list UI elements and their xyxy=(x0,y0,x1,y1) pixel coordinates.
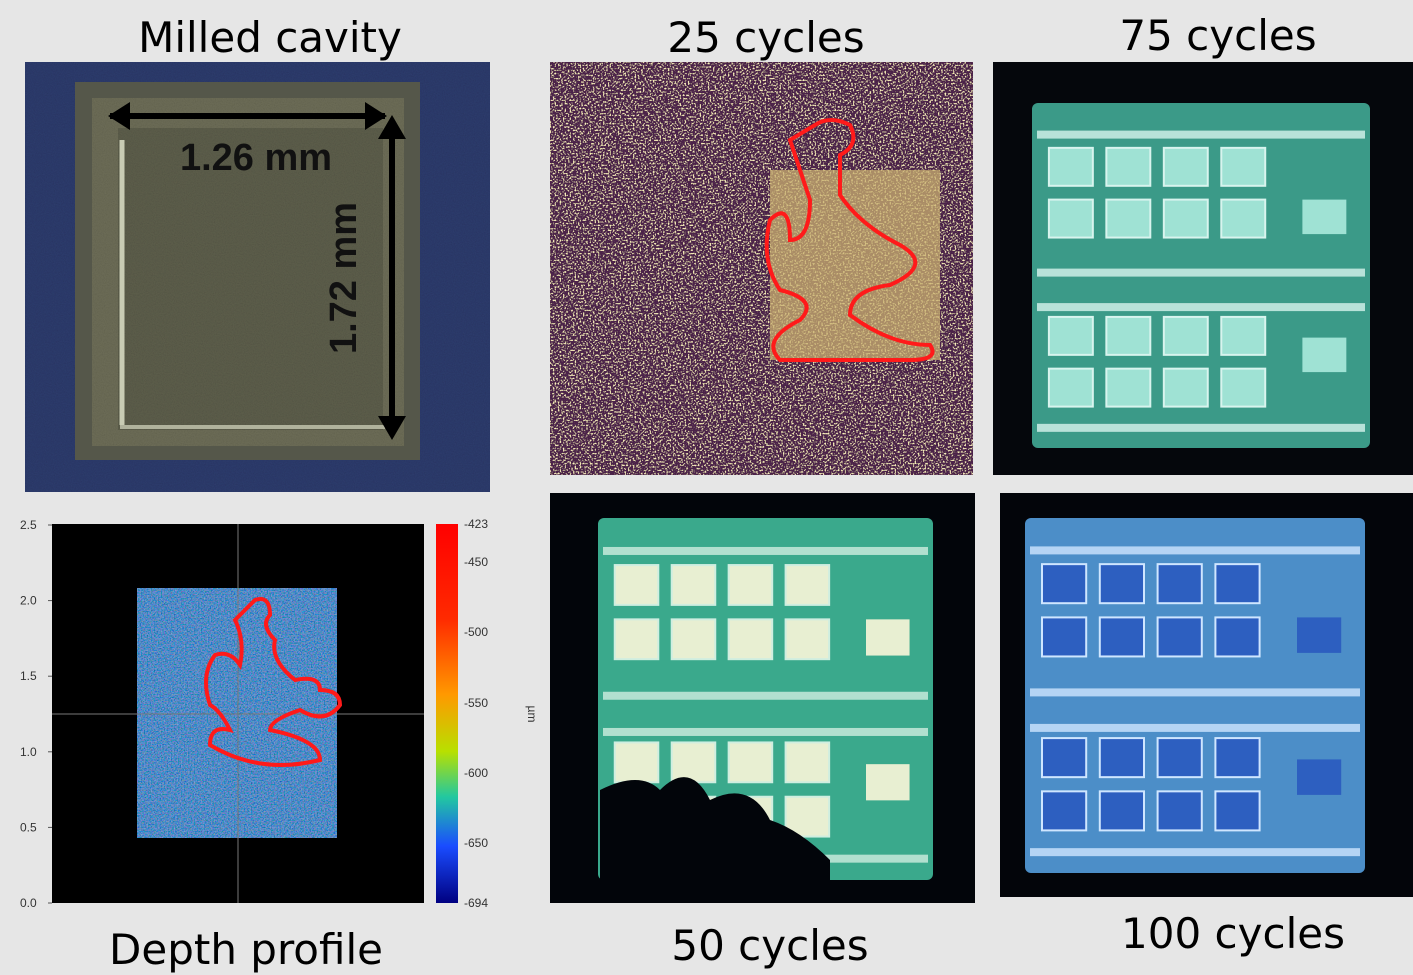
cycles-100-image xyxy=(1000,493,1413,897)
chip-pad xyxy=(784,618,831,661)
dimension-label: 1.26 mm xyxy=(180,137,332,179)
y-tick-label: 1.0 xyxy=(20,745,37,759)
chip-pad xyxy=(1214,737,1261,779)
chip-pad xyxy=(1156,563,1203,605)
panel-label: Milled cavity xyxy=(138,13,402,62)
chip-pad xyxy=(1220,367,1267,408)
chip-pad xyxy=(1156,737,1203,779)
chip-stripe xyxy=(603,727,928,736)
panel-label: 100 cycles xyxy=(1121,909,1345,958)
chip-pad xyxy=(1041,737,1088,779)
chip-pad xyxy=(1297,617,1342,653)
chip-pad xyxy=(1220,198,1267,239)
chip-stripe xyxy=(603,691,928,700)
chip-pad xyxy=(1041,563,1088,605)
chip-pad xyxy=(1156,616,1203,658)
chip-stripe xyxy=(1037,130,1365,139)
chip-pad xyxy=(727,564,774,606)
chip-pad xyxy=(784,795,831,838)
y-tick-label: 0.5 xyxy=(20,820,37,834)
chip-pad xyxy=(670,618,717,661)
panel-label: 50 cycles xyxy=(671,921,868,970)
colorbar-tick-label: -450 xyxy=(464,555,488,569)
chip-pad xyxy=(1105,198,1152,239)
chip-stripe xyxy=(1037,303,1365,312)
colorbar-tick-label: -650 xyxy=(464,836,488,850)
cycles-50-image xyxy=(550,493,975,903)
chip-pad xyxy=(1105,367,1152,408)
chip-pad xyxy=(1105,146,1152,187)
chip-pad xyxy=(1098,616,1146,658)
dimension-label: 1.72 mm xyxy=(323,202,365,354)
chip-pad xyxy=(1047,198,1094,239)
chip-pad xyxy=(1098,563,1146,605)
colorbar-tick-label: -600 xyxy=(464,766,488,780)
chip-pad xyxy=(1162,146,1209,187)
chip-pad xyxy=(1047,146,1094,187)
chip-pad xyxy=(1214,563,1261,605)
chip-pad xyxy=(784,564,831,606)
chip-pad xyxy=(1214,616,1261,658)
colorbar-tick-label: -500 xyxy=(464,625,488,639)
colorbar-tick-label: -550 xyxy=(464,696,488,710)
chip-pad xyxy=(784,741,831,784)
panel-label: Depth profile xyxy=(109,925,383,974)
y-tick-label: 0.0 xyxy=(20,896,37,910)
chip-pad xyxy=(613,564,660,606)
chip-pad xyxy=(866,619,910,656)
chip-stripe xyxy=(1030,546,1360,555)
chip-pad xyxy=(1105,315,1152,356)
chip-stripe xyxy=(1037,423,1365,432)
chip-damage xyxy=(600,777,830,890)
chip-stripe xyxy=(1037,268,1365,277)
colorbar-tick-label: -694 xyxy=(464,896,488,910)
colorbar-unit: µm xyxy=(525,706,539,723)
depth-plot: 2.5 2.0 1.5 1.0 0.5 0.0 -423 -450 -500 -550 -600 -… xyxy=(20,517,539,910)
chip-pad xyxy=(1156,790,1203,832)
y-tick-label: 2.0 xyxy=(20,594,37,608)
chip-stripe xyxy=(1030,688,1360,697)
chip-stripe xyxy=(603,546,928,555)
panel-label: 75 cycles xyxy=(1119,11,1316,60)
chip-pad xyxy=(1098,790,1146,832)
chip-pad xyxy=(1297,759,1342,795)
chip-pad xyxy=(1162,367,1209,408)
chip-pad xyxy=(1302,199,1347,235)
chip-pad xyxy=(1098,737,1146,779)
colorbar-tick-label: -423 xyxy=(464,517,488,531)
chip-pad xyxy=(1047,315,1094,356)
chip-pad xyxy=(727,741,774,784)
chip-pad xyxy=(1041,790,1088,832)
chip-stripe xyxy=(1030,848,1360,857)
chip-pad xyxy=(1220,146,1267,187)
cycles-75-image xyxy=(993,62,1413,475)
chip-pad xyxy=(1302,337,1347,373)
chip-pad xyxy=(613,618,660,661)
chip-pad xyxy=(1162,198,1209,239)
chip-pad xyxy=(866,764,910,801)
chip-pad xyxy=(1162,315,1209,356)
cycles-25-image xyxy=(550,62,973,475)
chip-pad xyxy=(1214,790,1261,832)
chip-pad xyxy=(1041,616,1088,658)
chip-stripe xyxy=(1030,723,1360,732)
chip-pad xyxy=(670,564,717,606)
chip-pad xyxy=(670,741,717,784)
cavity-image: 1.26 mm 1.72 mm xyxy=(25,62,490,492)
chip-pad xyxy=(727,618,774,661)
chip-pad xyxy=(1220,315,1267,356)
chip-pad xyxy=(1047,367,1094,408)
panel-label: 25 cycles xyxy=(667,13,864,62)
y-tick-label: 1.5 xyxy=(20,669,37,683)
chip-pad xyxy=(613,741,660,784)
y-tick-label: 2.5 xyxy=(20,518,37,532)
